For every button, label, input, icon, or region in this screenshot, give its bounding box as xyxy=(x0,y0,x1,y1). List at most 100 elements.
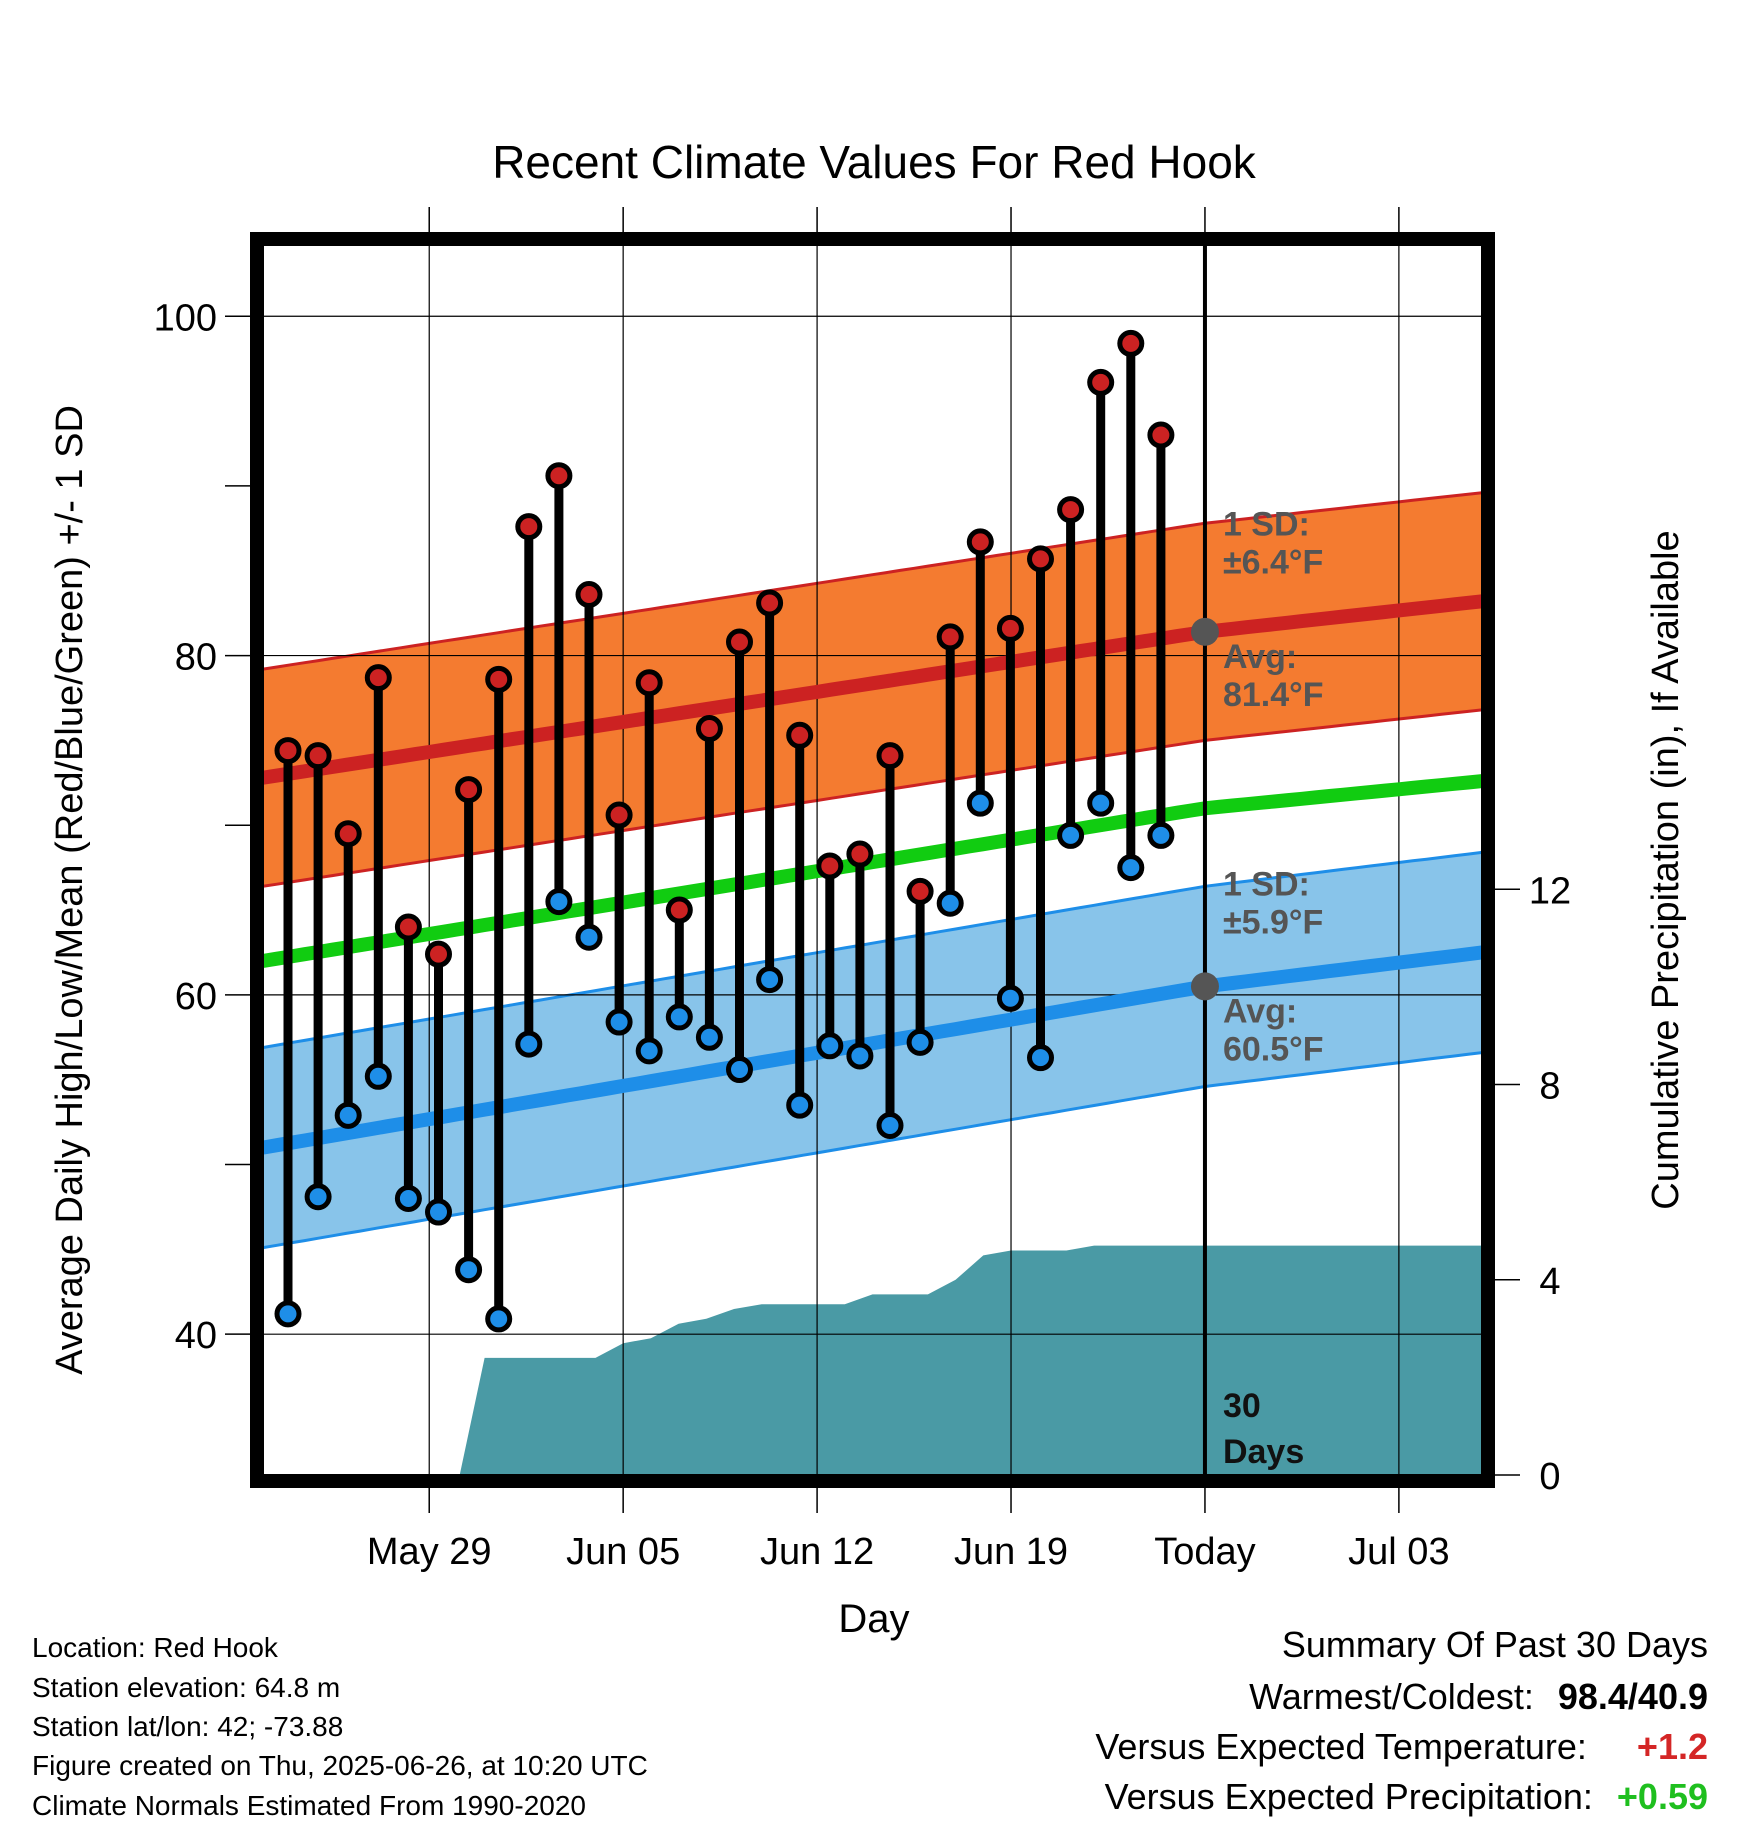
low-point xyxy=(936,889,964,917)
high-point xyxy=(906,877,934,905)
low-avg-label-1: Avg: xyxy=(1223,992,1297,1030)
high-point xyxy=(1117,329,1145,357)
low-point xyxy=(545,888,573,916)
x-tick-label: Jul 03 xyxy=(1348,1531,1449,1573)
low-point xyxy=(1057,821,1085,849)
high-point xyxy=(665,896,693,924)
summary-temp-row: Versus Expected Temperature: +1.2 xyxy=(1095,1726,1708,1768)
chart-title: Recent Climate Values For Red Hook xyxy=(492,136,1257,188)
high-sd-label-2: ±6.4°F xyxy=(1223,544,1323,582)
low-point xyxy=(425,1198,452,1226)
high-point xyxy=(455,776,483,804)
days-unit-label: Days xyxy=(1223,1433,1304,1471)
high-avg-label-2: 81.4°F xyxy=(1223,676,1324,714)
x-axis-label: Day xyxy=(838,1597,909,1641)
high-sd-label-1: 1 SD: xyxy=(1223,506,1310,544)
y-tick-label: 40 xyxy=(175,1315,217,1357)
low-point xyxy=(575,923,603,951)
high-point xyxy=(996,614,1024,642)
low-avg-label-2: 60.5°F xyxy=(1223,1030,1324,1068)
low-point xyxy=(1027,1044,1054,1072)
location-text: Location: Red Hook xyxy=(32,1632,278,1663)
high-point xyxy=(726,628,753,656)
high-point xyxy=(966,528,994,556)
temp-value: +1.2 xyxy=(1636,1726,1708,1767)
low-sd-label-1: 1 SD: xyxy=(1223,865,1310,903)
x-tick-label: Today xyxy=(1154,1531,1255,1573)
low-point xyxy=(304,1183,332,1211)
high-point xyxy=(816,852,844,880)
precip-area xyxy=(459,1245,1482,1475)
y-axis-label: Average Daily High/Low/Mean (Red/Blue/Gr… xyxy=(49,405,91,1375)
latlon-text: Station lat/lon: 42; -73.88 xyxy=(32,1711,344,1742)
y-tick-label: 80 xyxy=(175,637,217,679)
low-point xyxy=(726,1056,753,1084)
y-tick-label: 60 xyxy=(175,976,217,1018)
summary-precip-row: Versus Expected Precipitation: +0.59 xyxy=(1105,1776,1708,1818)
high-point xyxy=(575,580,603,608)
warmest-label: Warmest/Coldest: xyxy=(1249,1676,1534,1717)
low-point xyxy=(274,1300,302,1328)
low-point xyxy=(485,1305,513,1333)
y-tick-label: 100 xyxy=(154,297,217,339)
x-tick-label: Jun 12 xyxy=(760,1531,874,1573)
high-point xyxy=(876,742,904,770)
y2-tick-label: 0 xyxy=(1539,1456,1560,1498)
high-point xyxy=(605,801,633,829)
low-point xyxy=(846,1042,874,1070)
elevation-text: Station elevation: 64.8 m xyxy=(32,1672,341,1703)
x-tick-label: Jun 05 xyxy=(566,1531,680,1573)
low-sd-label-2: ±5.9°F xyxy=(1223,903,1323,941)
low-point xyxy=(334,1101,362,1129)
low-point xyxy=(966,789,994,817)
y2-tick-label: 12 xyxy=(1529,870,1571,912)
high-point xyxy=(786,721,814,749)
precip-value: +0.59 xyxy=(1616,1776,1708,1817)
y2-axis-label: Cumulative Precipitation (in), If Availa… xyxy=(1645,530,1687,1209)
summary-title: Summary Of Past 30 Days xyxy=(1281,1624,1708,1665)
high-point xyxy=(334,820,362,848)
high-point xyxy=(274,737,302,765)
created-text: Figure created on Thu, 2025-06-26, at 10… xyxy=(32,1750,648,1781)
high-point xyxy=(1027,545,1054,573)
x-tick-label: Jun 19 xyxy=(954,1531,1068,1573)
high-sd-upper-line xyxy=(263,491,1482,671)
high-point xyxy=(364,664,392,692)
today-low-avg-marker xyxy=(1190,972,1219,1001)
low-point xyxy=(515,1030,543,1058)
low-point xyxy=(816,1032,844,1060)
high-point xyxy=(635,669,663,697)
low-point xyxy=(665,1003,693,1031)
warmest-value: 98.4/40.9 xyxy=(1557,1676,1708,1717)
low-point xyxy=(364,1062,392,1090)
high-point xyxy=(485,665,513,693)
days-count-label: 30 xyxy=(1223,1387,1261,1425)
low-point xyxy=(394,1184,422,1212)
summary-warmest-row: Warmest/Coldest: 98.4/40.9 xyxy=(1249,1676,1708,1718)
high-point xyxy=(936,623,964,651)
high-point xyxy=(394,913,422,941)
today-high-avg-marker xyxy=(1190,617,1219,646)
low-point xyxy=(455,1256,483,1284)
low-point xyxy=(605,1008,633,1036)
high-point xyxy=(304,742,332,770)
high-point xyxy=(1147,421,1175,449)
precip-label: Versus Expected Precipitation: xyxy=(1104,1776,1593,1817)
y2-tick-label: 4 xyxy=(1539,1261,1560,1303)
low-point xyxy=(635,1037,663,1065)
low-point xyxy=(1147,821,1175,849)
high-point xyxy=(695,715,723,743)
y2-tick-label: 8 xyxy=(1539,1066,1560,1108)
normals-text: Climate Normals Estimated From 1990-2020 xyxy=(32,1790,586,1821)
plot-frame xyxy=(250,232,1495,1488)
high-point xyxy=(1087,368,1115,396)
high-avg-label-1: Avg: xyxy=(1223,638,1297,676)
low-point xyxy=(695,1023,723,1051)
low-point xyxy=(1087,789,1115,817)
temp-label: Versus Expected Temperature: xyxy=(1095,1726,1587,1767)
high-point xyxy=(515,513,543,541)
high-point xyxy=(756,589,784,617)
